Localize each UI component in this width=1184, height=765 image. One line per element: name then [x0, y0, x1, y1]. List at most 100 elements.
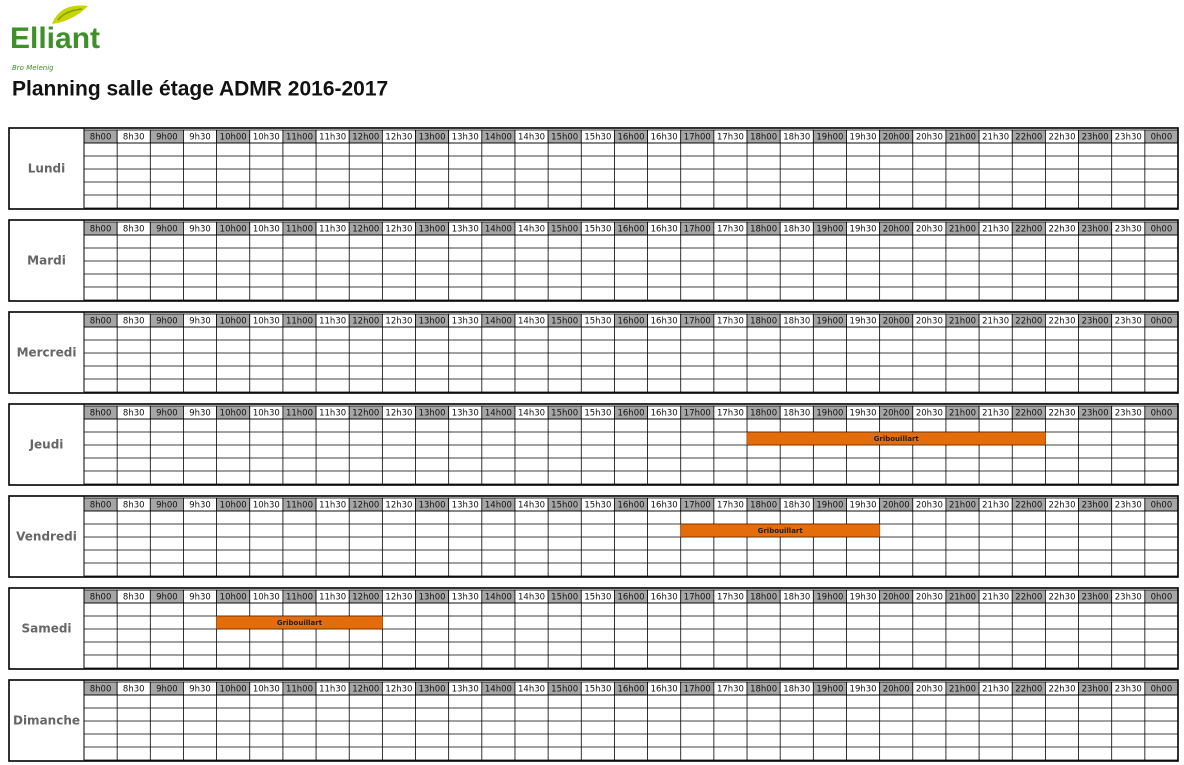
- slot-label: 16h00: [617, 317, 644, 327]
- slot-label: 17h30: [717, 317, 744, 327]
- slot-label: 16h00: [617, 593, 644, 603]
- slot-label: 15h00: [551, 593, 578, 603]
- slot-label: 12h30: [385, 593, 412, 603]
- slot-label: 10h00: [220, 501, 247, 511]
- slot-label: 14h00: [485, 593, 512, 603]
- slot-label: 15h00: [551, 317, 578, 327]
- slot-label: 12h00: [352, 685, 379, 695]
- slot-label: 10h30: [253, 593, 280, 603]
- slot-label: 22h00: [1015, 593, 1042, 603]
- slot-label: 21h00: [949, 133, 976, 143]
- slot-label: 20h00: [883, 685, 910, 695]
- slot-label: 17h00: [684, 133, 711, 143]
- slot-label: 8h00: [90, 409, 112, 419]
- slot-label: 17h30: [717, 409, 744, 419]
- slot-label: 14h00: [485, 501, 512, 511]
- slot-label: 20h30: [916, 593, 943, 603]
- slot-label: 17h30: [717, 133, 744, 143]
- slot-label: 10h00: [220, 317, 247, 327]
- slot-label: 15h30: [584, 133, 611, 143]
- slot-label: 11h30: [319, 685, 346, 695]
- slot-label: 9h00: [156, 225, 178, 235]
- slot-label: 17h00: [684, 409, 711, 419]
- slot-label: 13h00: [419, 317, 446, 327]
- slot-label: 21h00: [949, 409, 976, 419]
- slot-label: 18h00: [750, 501, 777, 511]
- slot-label: 13h30: [452, 409, 479, 419]
- slot-label: 22h30: [1048, 225, 1075, 235]
- slot-label: 13h30: [452, 133, 479, 143]
- slot-label: 21h30: [982, 593, 1009, 603]
- slot-label: 0h00: [1151, 593, 1173, 603]
- booking: [680, 524, 881, 537]
- slot-label: 9h00: [156, 501, 178, 511]
- slot-label: 20h30: [916, 133, 943, 143]
- slot-label: 11h00: [286, 133, 313, 143]
- slot-label: 22h30: [1048, 501, 1075, 511]
- slot-label: 0h00: [1151, 317, 1173, 327]
- slot-label: 23h30: [1115, 317, 1142, 327]
- day-name: Mercredi: [17, 346, 77, 360]
- slot-label: 23h30: [1115, 685, 1142, 695]
- slot-label: 9h30: [189, 501, 211, 511]
- slot-label: 14h30: [518, 225, 545, 235]
- slot-label: 19h00: [816, 317, 843, 327]
- slot-label: 9h30: [189, 409, 211, 419]
- slot-label: 16h00: [617, 133, 644, 143]
- day-name: Jeudi: [29, 438, 64, 452]
- booking-label: Gribouillart: [874, 435, 920, 443]
- slot-label: 12h30: [385, 317, 412, 327]
- slot-label: 14h00: [485, 225, 512, 235]
- slot-label: 17h00: [684, 593, 711, 603]
- slot-label: 9h00: [156, 685, 178, 695]
- slot-label: 8h00: [90, 501, 112, 511]
- slot-label: 10h00: [220, 409, 247, 419]
- slot-label: 23h00: [1082, 409, 1109, 419]
- slot-label: 19h00: [816, 685, 843, 695]
- slot-label: 11h00: [286, 317, 313, 327]
- slot-label: 22h00: [1015, 133, 1042, 143]
- day-frame: [8, 587, 1179, 670]
- slot-label: 19h00: [816, 501, 843, 511]
- slot-label: 19h30: [850, 685, 877, 695]
- slot-label: 23h30: [1115, 409, 1142, 419]
- slot-label: 20h00: [883, 409, 910, 419]
- slot-label: 15h00: [551, 225, 578, 235]
- slot-label: 17h30: [717, 225, 744, 235]
- slot-label: 20h30: [916, 317, 943, 327]
- slot-label: 13h00: [419, 501, 446, 511]
- slot-label: 16h30: [651, 593, 678, 603]
- slot-label: 18h30: [783, 409, 810, 419]
- slot-label: 10h30: [253, 225, 280, 235]
- slot-label: 8h00: [90, 593, 112, 603]
- slot-label: 14h30: [518, 133, 545, 143]
- slot-label: 12h30: [385, 409, 412, 419]
- slot-label: 20h30: [916, 409, 943, 419]
- slot-label: 19h30: [850, 409, 877, 419]
- slot-label: 15h30: [584, 409, 611, 419]
- slot-label: 13h00: [419, 685, 446, 695]
- slot-label: 10h30: [253, 133, 280, 143]
- slot-label: 20h30: [916, 685, 943, 695]
- slot-label: 9h30: [189, 593, 211, 603]
- slot-label: 21h30: [982, 409, 1009, 419]
- logo-subtitle: Bro Melenig: [12, 64, 54, 72]
- slot-label: 17h30: [717, 685, 744, 695]
- slot-label: 9h00: [156, 409, 178, 419]
- slot-label: 16h00: [617, 501, 644, 511]
- slot-label: 23h00: [1082, 593, 1109, 603]
- slot-label: 13h30: [452, 685, 479, 695]
- slot-label: 13h00: [419, 225, 446, 235]
- slot-label: 22h00: [1015, 317, 1042, 327]
- slot-label: 16h00: [617, 409, 644, 419]
- slot-label: 19h30: [850, 593, 877, 603]
- slot-label: 22h30: [1048, 593, 1075, 603]
- slot-label: 20h00: [883, 593, 910, 603]
- slot-label: 16h00: [617, 685, 644, 695]
- slot-label: 8h00: [90, 317, 112, 327]
- logo-leaf-vein: [57, 8, 83, 21]
- slot-label: 17h30: [717, 593, 744, 603]
- slot-label: 17h00: [684, 685, 711, 695]
- slot-label: 12h30: [385, 133, 412, 143]
